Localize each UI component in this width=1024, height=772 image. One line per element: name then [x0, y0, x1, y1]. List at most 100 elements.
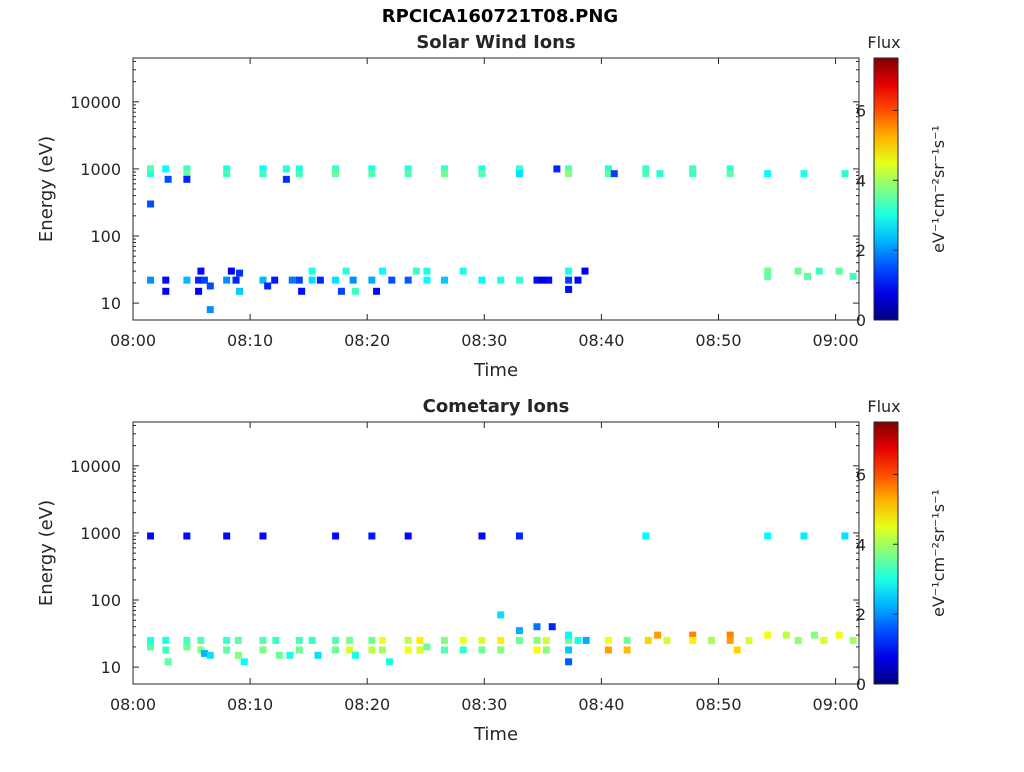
heatmap-cell	[542, 636, 550, 644]
heatmap-cell	[232, 276, 240, 284]
heatmap-cell	[545, 276, 553, 284]
heatmap-cell	[533, 276, 541, 284]
heatmap-cell	[332, 532, 340, 540]
heatmap-cell	[733, 646, 741, 654]
colorbar	[873, 57, 899, 321]
y-tick-label: 10	[101, 658, 121, 677]
panel-1: 08:00 08:10 08:20 08:30 08:40 08:50 09:00 10 100…	[36, 32, 948, 381]
heatmap-cell	[574, 636, 582, 644]
heatmap-cell	[726, 636, 734, 644]
heatmap-cell	[764, 631, 772, 639]
colorbar-tick-label: 2	[856, 605, 866, 624]
colorbar-unit-label: eV⁻¹cm⁻²sr⁻¹s⁻¹	[929, 489, 948, 617]
heatmap-cell	[849, 272, 857, 280]
heatmap-cell	[308, 267, 316, 275]
heatmap-cell	[604, 170, 612, 178]
heatmap-cell	[794, 636, 802, 644]
heatmap-cell	[404, 276, 412, 284]
y-tick-label: 10	[101, 294, 121, 313]
heatmap-cell	[162, 646, 170, 654]
colorbar-tick-label: 0	[856, 311, 866, 330]
heatmap-cell	[689, 170, 697, 178]
heatmap-cell	[440, 636, 448, 644]
heatmap-cell	[223, 170, 231, 178]
heatmap-cell	[794, 267, 802, 275]
heatmap-cell	[459, 267, 467, 275]
heatmap-cell	[815, 267, 823, 275]
heatmap-cell	[604, 636, 612, 644]
y-tick-label: 100	[90, 227, 121, 246]
heatmap-cell	[197, 636, 205, 644]
y-tick-label: 10000	[70, 457, 121, 476]
heatmap-cell	[183, 165, 191, 173]
heatmap-cell	[147, 170, 155, 178]
heatmap-cell	[259, 646, 267, 654]
heatmap-cell	[553, 165, 561, 173]
heatmap-cell	[368, 646, 376, 654]
heatmap-cell	[147, 276, 155, 284]
y-axis-label: Energy (eV)	[36, 136, 57, 242]
heatmap-cell	[423, 267, 431, 275]
heatmap-cell	[195, 276, 203, 284]
heatmap-cell	[835, 267, 843, 275]
heatmap-cell	[388, 276, 396, 284]
heatmap-cell	[574, 276, 582, 284]
colorbar-tick-label: 0	[856, 675, 866, 694]
heatmap-cell	[346, 636, 354, 644]
heatmap-cell	[236, 287, 244, 295]
heatmap-cell	[404, 646, 412, 654]
heatmap-cell	[282, 175, 290, 183]
x-tick-label: 08:00	[110, 695, 156, 714]
heatmap-cell	[206, 282, 214, 290]
heatmap-cell	[368, 532, 376, 540]
heatmap-cell	[764, 170, 772, 178]
heatmap-cell	[378, 267, 386, 275]
heatmap-cell	[404, 636, 412, 644]
x-tick-label: 08:40	[578, 331, 624, 350]
heatmap-cell	[183, 170, 191, 178]
heatmap-cell	[416, 646, 424, 654]
heatmap-cell	[282, 165, 290, 173]
heatmap-cell	[726, 170, 734, 178]
heatmap-cell	[800, 170, 808, 178]
heatmap-cell	[349, 276, 357, 284]
heatmap-cell	[820, 636, 828, 644]
heatmap-cell	[264, 282, 272, 290]
heatmap-cell	[295, 276, 303, 284]
heatmap-cell	[497, 611, 505, 619]
heatmap-cell	[548, 623, 556, 631]
heatmap-cell	[515, 636, 523, 644]
x-tick-label: 08:50	[695, 695, 741, 714]
heatmap-cell	[147, 165, 155, 173]
heatmap-cell	[440, 276, 448, 284]
heatmap-cell	[259, 636, 267, 644]
x-tick-label: 08:20	[344, 695, 390, 714]
heatmap-cell	[223, 276, 231, 284]
heatmap-cell	[478, 276, 486, 284]
heatmap-cell	[332, 276, 340, 284]
heatmap-cell	[515, 627, 523, 635]
heatmap-cell	[689, 636, 697, 644]
colorbar-title: Flux	[867, 397, 900, 416]
heatmap-cell	[764, 272, 772, 280]
heatmap-cell	[610, 170, 618, 178]
heatmap-cell	[234, 651, 242, 659]
heatmap-cell	[206, 651, 214, 659]
heatmap-cell	[642, 170, 650, 178]
heatmap-cell	[259, 165, 267, 173]
heatmap-cell	[565, 170, 573, 178]
heatmap-cell	[745, 636, 753, 644]
heatmap-cell	[147, 532, 155, 540]
heatmap-cell	[654, 631, 662, 639]
colorbar	[873, 421, 899, 685]
heatmap-cell	[707, 636, 715, 644]
heatmap-cell	[565, 658, 573, 666]
heatmap-cell	[368, 170, 376, 178]
heatmap-cell	[183, 636, 191, 644]
heatmap-cell	[404, 532, 412, 540]
heatmap-cell	[223, 646, 231, 654]
heatmap-cell	[332, 165, 340, 173]
heatmap-cell	[162, 636, 170, 644]
heatmap-cell	[164, 175, 172, 183]
x-tick-label: 08:40	[578, 695, 624, 714]
